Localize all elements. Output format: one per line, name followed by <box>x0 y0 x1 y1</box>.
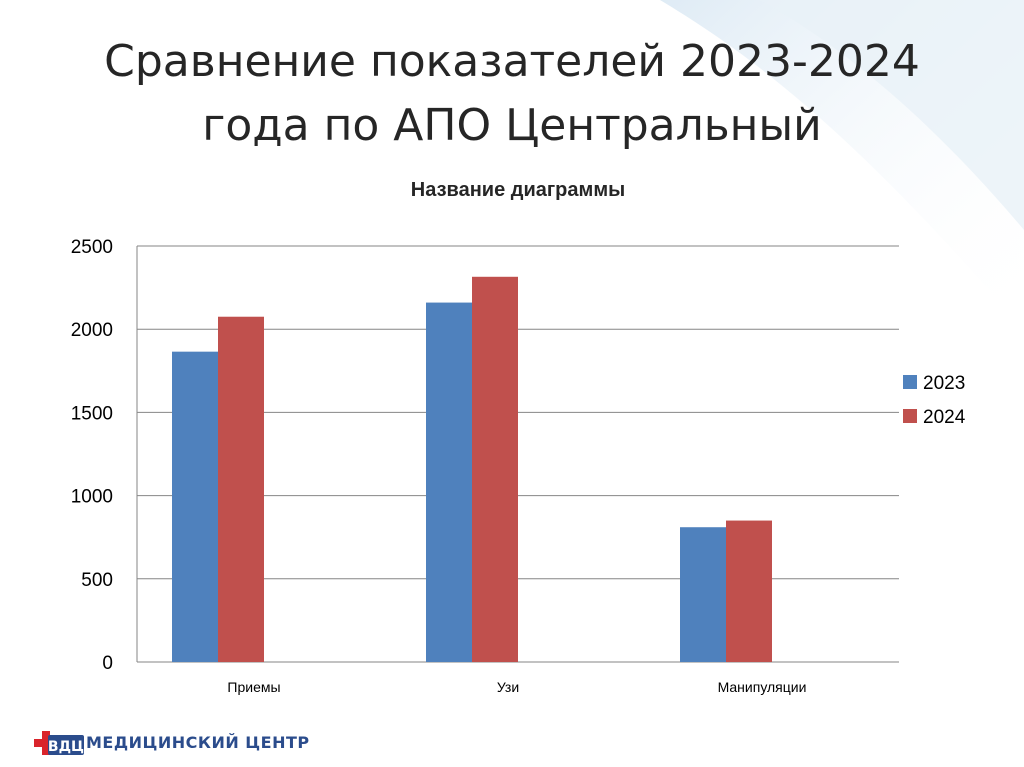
chart-legend: 2023 2024 <box>903 373 966 428</box>
x-category-label: Манипуляции <box>718 679 807 695</box>
bar-2023-0 <box>172 351 218 662</box>
legend-swatch-2024 <box>903 409 917 423</box>
legend-label: 2024 <box>923 407 966 428</box>
x-category-label: Приемы <box>227 679 280 695</box>
slide-title-line-1: Сравнение показателей 2023-2024 <box>104 36 920 87</box>
bar-2024-0 <box>218 316 264 662</box>
x-category-label: Узи <box>497 679 519 695</box>
y-tick-label: 2500 <box>71 237 113 258</box>
logo-text: ВДЦ <box>48 739 84 755</box>
slide-title-line-2: года по АПО Центральный <box>202 100 822 151</box>
y-tick-label: 1500 <box>71 403 113 424</box>
y-tick-label: 2000 <box>71 320 113 341</box>
x-axis-categories: Приемы Узи Манипуляции <box>227 679 806 695</box>
bar-2024-1 <box>472 276 518 662</box>
vdc-logo-icon: ВДЦ <box>34 731 84 755</box>
y-tick-label: 0 <box>102 653 113 674</box>
slide-title: Сравнение показателей 2023-2024 года по … <box>60 30 964 158</box>
y-axis-ticks: 0 500 1000 1500 2000 2500 <box>71 237 113 674</box>
bar-2023-2 <box>680 527 726 662</box>
chart-title: Название диаграммы <box>411 179 625 201</box>
bar-2024-2 <box>726 520 772 662</box>
brand-name: МЕДИЦИНСКИЙ ЦЕНТР <box>86 733 310 752</box>
legend-label: 2023 <box>923 373 965 394</box>
chart-bars <box>172 276 772 662</box>
bar-2023-1 <box>426 302 472 662</box>
y-tick-label: 500 <box>81 570 113 591</box>
legend-swatch-2023 <box>903 375 917 389</box>
y-tick-label: 1000 <box>71 487 113 508</box>
